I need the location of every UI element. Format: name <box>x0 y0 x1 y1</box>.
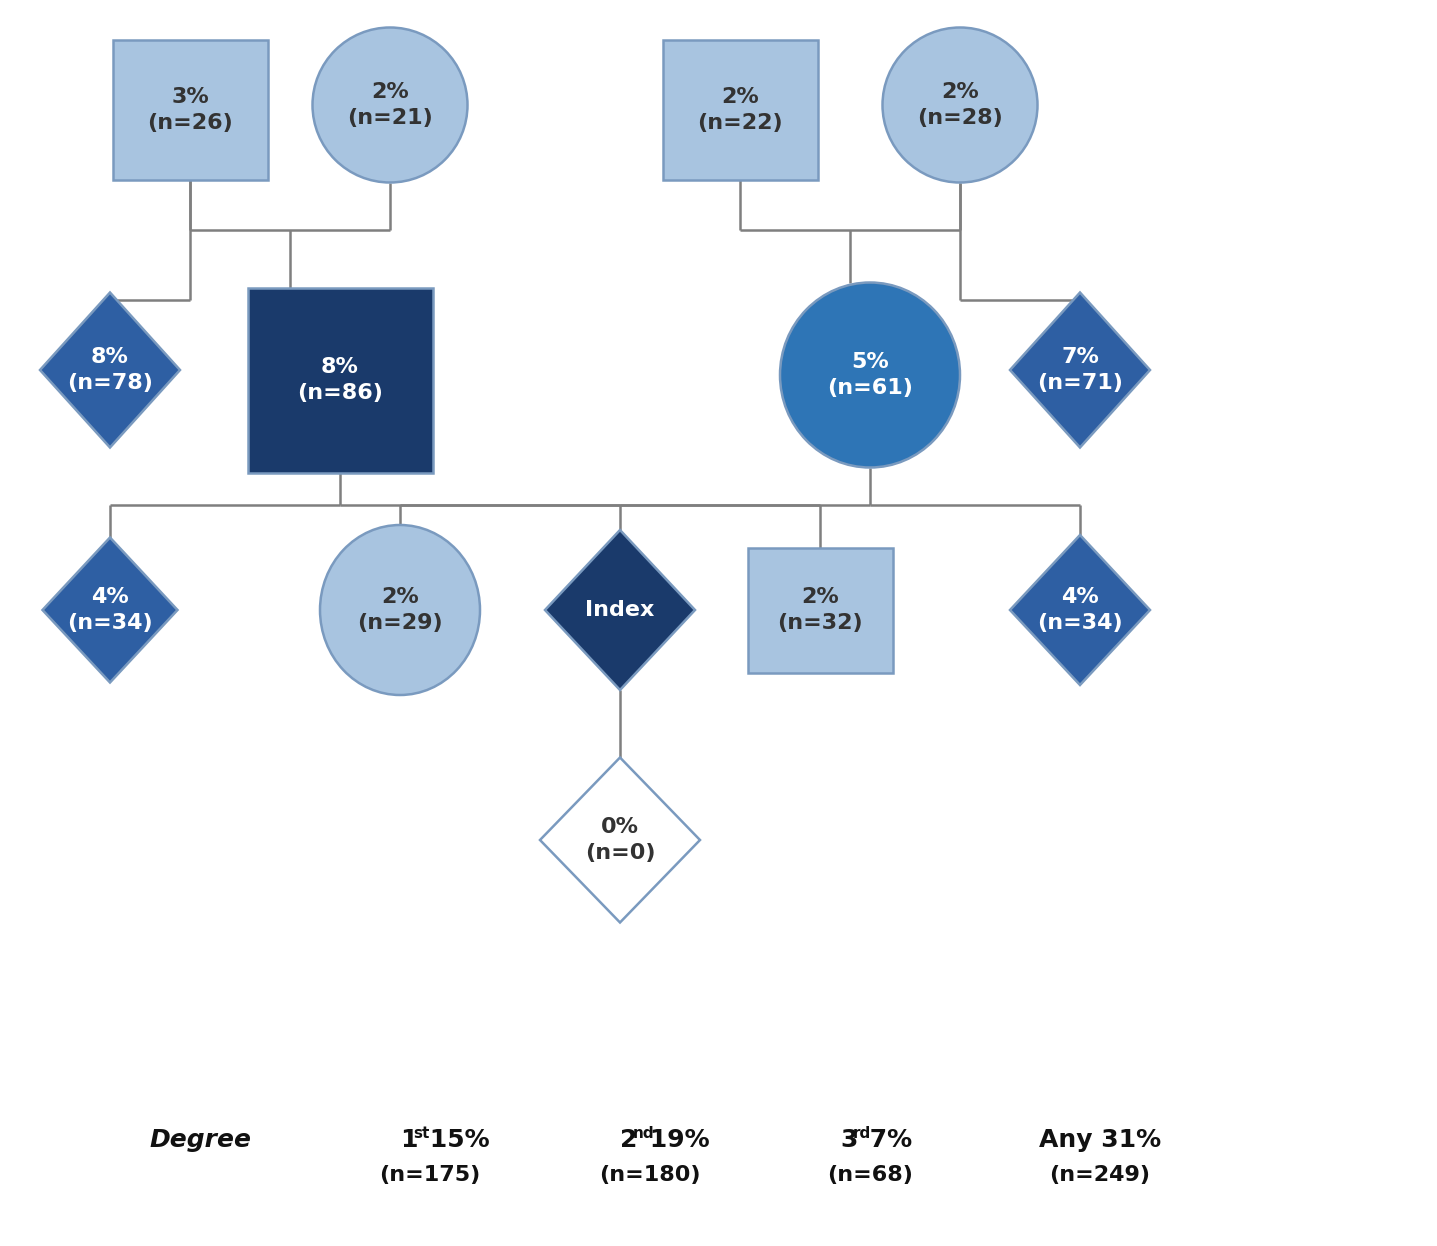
Text: 8%
(n=86): 8% (n=86) <box>297 356 382 404</box>
Text: (n=180): (n=180) <box>599 1165 701 1185</box>
Text: (n=175): (n=175) <box>379 1165 480 1185</box>
Text: 0%
(n=0): 0% (n=0) <box>585 817 655 863</box>
Text: 15%: 15% <box>421 1128 490 1153</box>
Text: 7%: 7% <box>861 1128 912 1153</box>
Text: rd: rd <box>854 1125 871 1140</box>
Polygon shape <box>1010 535 1150 685</box>
Text: 4%
(n=34): 4% (n=34) <box>1038 587 1122 633</box>
Text: 1: 1 <box>399 1128 418 1153</box>
Polygon shape <box>40 293 180 447</box>
Text: 2%
(n=21): 2% (n=21) <box>348 82 433 128</box>
Text: 8%
(n=78): 8% (n=78) <box>68 346 152 394</box>
Ellipse shape <box>312 27 467 182</box>
Ellipse shape <box>882 27 1038 182</box>
Polygon shape <box>545 530 696 690</box>
Text: 7%
(n=71): 7% (n=71) <box>1038 346 1122 394</box>
Text: 5%
(n=61): 5% (n=61) <box>828 351 912 399</box>
Text: nd: nd <box>634 1125 655 1140</box>
Text: 2%
(n=22): 2% (n=22) <box>697 87 783 133</box>
FancyBboxPatch shape <box>112 40 267 179</box>
FancyBboxPatch shape <box>247 288 433 472</box>
Text: 2: 2 <box>619 1128 638 1153</box>
Text: Any 31%: Any 31% <box>1039 1128 1161 1153</box>
FancyBboxPatch shape <box>662 40 818 179</box>
Text: Degree: Degree <box>149 1128 251 1153</box>
Text: (n=249): (n=249) <box>1049 1165 1151 1185</box>
Text: 3: 3 <box>841 1128 858 1153</box>
Text: (n=68): (n=68) <box>828 1165 912 1185</box>
Text: Index: Index <box>585 601 655 621</box>
Text: 2%
(n=32): 2% (n=32) <box>777 587 862 633</box>
Text: 2%
(n=28): 2% (n=28) <box>917 82 1003 128</box>
Text: 3%
(n=26): 3% (n=26) <box>147 87 233 133</box>
FancyBboxPatch shape <box>747 547 892 673</box>
Ellipse shape <box>320 525 480 695</box>
Text: 4%
(n=34): 4% (n=34) <box>68 587 152 633</box>
Text: st: st <box>412 1125 430 1140</box>
Polygon shape <box>1010 293 1150 447</box>
Text: 19%: 19% <box>641 1128 710 1153</box>
Polygon shape <box>540 758 700 922</box>
Polygon shape <box>43 537 178 683</box>
Text: 2%
(n=29): 2% (n=29) <box>358 587 443 633</box>
Ellipse shape <box>780 283 960 467</box>
